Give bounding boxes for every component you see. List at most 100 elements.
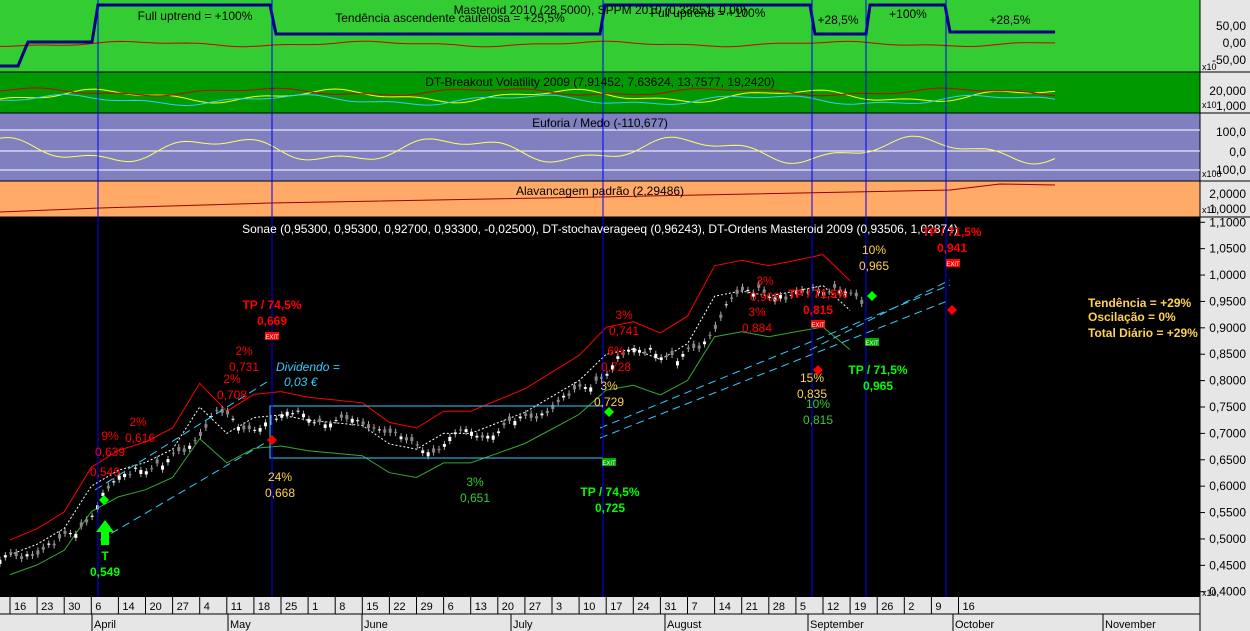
candle-body <box>589 387 593 392</box>
candle-body <box>312 422 316 424</box>
candle-body <box>139 469 143 475</box>
candle-body <box>854 292 858 297</box>
p1-tick-3: -50,00 <box>1212 53 1246 67</box>
euforia-line <box>0 135 1056 165</box>
p2-tick-1: 20,000 <box>1209 84 1246 98</box>
candle-body <box>648 347 652 350</box>
candle-body <box>356 420 360 422</box>
candle-body <box>30 554 34 556</box>
candle-body <box>128 474 132 476</box>
price-panel <box>0 217 1200 597</box>
exit-tag <box>946 259 960 267</box>
candle-body <box>540 413 544 416</box>
x-day-label: 16 <box>963 601 975 613</box>
red-annotation: 0,884 <box>742 321 772 335</box>
candle-body <box>334 419 338 421</box>
x-day-label: 9 <box>935 601 941 613</box>
candle-body <box>600 376 604 379</box>
phase-label-6: +28,5% <box>989 13 1030 27</box>
x-day-label: 1 <box>312 601 318 613</box>
candle-body <box>713 324 717 329</box>
candle-body <box>621 352 625 355</box>
candle-body <box>220 408 224 413</box>
candle-body <box>686 347 690 349</box>
candle-body <box>762 289 766 293</box>
masteroid-title: Masteroid 2010 (28,5000), SPPM 2010 (0,3… <box>454 3 747 17</box>
candle-body <box>204 424 208 428</box>
phase-label-1: Full uptrend = +100% <box>138 9 253 23</box>
candle-body <box>654 353 658 359</box>
candle-body <box>0 559 2 564</box>
candle-body <box>166 459 170 463</box>
candle-body <box>171 452 175 454</box>
x-month-label: July <box>513 619 533 631</box>
candle-body <box>632 348 636 353</box>
x-day-label: 22 <box>393 601 405 613</box>
candle-body <box>14 551 18 557</box>
red-annotation: 0,639 <box>95 445 125 459</box>
summary-oscilacao: Oscilação = 0% <box>1088 310 1176 324</box>
candle-body <box>101 492 105 497</box>
breakout-red-line <box>0 87 1056 97</box>
x-month-label: October <box>955 619 994 631</box>
candle-body <box>860 300 864 304</box>
sell-price: 0,815 <box>803 303 833 317</box>
candle-body <box>497 431 501 434</box>
signal-marker <box>604 407 614 417</box>
candle-body <box>594 376 598 381</box>
x-day-label: 10 <box>583 601 595 613</box>
x-month-label: September <box>810 619 864 631</box>
exit-tag-text: EXIT <box>602 461 616 467</box>
candle-body <box>426 452 430 457</box>
candle-body <box>789 294 793 296</box>
x-day-label: 2 <box>908 601 914 613</box>
candle-body <box>68 532 72 535</box>
candle-body <box>144 471 148 475</box>
candle-body <box>193 440 197 442</box>
candle-body <box>719 314 723 318</box>
candle-body <box>253 429 257 431</box>
signal-marker <box>947 305 957 315</box>
p1-tick-2: 0,00 <box>1223 36 1247 50</box>
x-day-label: 30 <box>68 601 80 613</box>
signal-marker <box>867 291 877 301</box>
y-tick-label: 0,4500 <box>1209 558 1246 572</box>
y-tick-label: 1,0500 <box>1209 242 1246 256</box>
candle-body <box>182 448 186 452</box>
alavancagem-title: Alavancagem padrão (2,29486) <box>516 184 684 198</box>
exit-tag-text: EXIT <box>265 335 279 341</box>
candle-body <box>236 426 240 431</box>
candle-body <box>432 448 436 453</box>
candle-body <box>811 287 815 289</box>
candle-body <box>751 292 755 297</box>
candle-body <box>692 343 696 348</box>
candle-body <box>58 534 62 539</box>
candle-body <box>25 554 29 557</box>
candle-body <box>453 432 457 435</box>
y-tick-label: 0,4000 <box>1209 585 1246 599</box>
candle-body <box>740 286 744 290</box>
x-day-label: 4 <box>204 601 210 613</box>
green-annotation: 3% <box>466 475 484 489</box>
candle-body <box>415 444 419 446</box>
candle-body <box>36 550 40 555</box>
candle-body <box>231 418 235 420</box>
trend-channel-line <box>599 299 951 439</box>
p4-scale: x10 <box>1202 205 1217 215</box>
red-annotation: 3% <box>748 305 766 319</box>
x-day-label: 31 <box>664 601 676 613</box>
buy-price: 0,549 <box>90 565 120 579</box>
phase-label-3: Full uptrend = +100% <box>651 6 766 20</box>
candle-body <box>442 443 446 447</box>
sell-price: 0,941 <box>937 241 967 255</box>
x-month-label: April <box>94 619 116 631</box>
candle-body <box>681 353 685 357</box>
candle-body <box>659 357 663 361</box>
trend-channel-line <box>809 279 951 351</box>
candle-body <box>469 431 473 436</box>
summary-tendencia: Tendência = +29% <box>1088 296 1191 310</box>
candle-body <box>383 429 387 433</box>
p3-tick-2: 0,0 <box>1229 145 1246 159</box>
buy-label: T <box>101 549 109 563</box>
candle-body <box>404 437 408 441</box>
